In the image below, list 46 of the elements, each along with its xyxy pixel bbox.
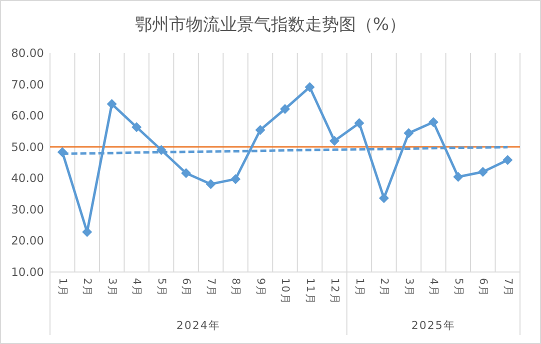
x-tick-label: 1月: [56, 278, 68, 298]
point: [404, 128, 414, 138]
x-tick-label: 8月: [230, 278, 242, 298]
point: [502, 154, 513, 165]
y-tick-label: 40.00: [11, 171, 44, 186]
point: [206, 179, 216, 190]
x-tick-label: 11月: [304, 278, 316, 306]
x-tick-label: 5月: [155, 278, 168, 298]
y-tick-label: 20.00: [11, 234, 44, 248]
x-tick-label: 4月: [130, 278, 143, 298]
point: [181, 168, 192, 178]
x-tick-label: 7月: [204, 278, 217, 298]
point: [304, 82, 315, 92]
point: [255, 124, 266, 135]
x-tick-label: 2月: [81, 278, 94, 298]
y-tick-label: 30.00: [11, 202, 44, 216]
point: [132, 122, 142, 132]
text: 2024年: [176, 319, 220, 332]
y-tick-label: 70.00: [11, 77, 44, 92]
x-tick-label: 3月: [402, 278, 415, 298]
y-tick-label: 10.00: [11, 265, 44, 279]
y-tick-label: 50.00: [11, 140, 44, 154]
point: [280, 104, 290, 114]
x-tick-label: 1月: [353, 278, 366, 298]
x-tick-label: 6月: [477, 278, 490, 298]
y-tick-label: 80.00: [11, 46, 44, 60]
point: [106, 98, 117, 109]
x-tick-label: 7月: [502, 278, 514, 298]
point: [378, 193, 389, 204]
x-tick-label: 4月: [428, 278, 440, 298]
point: [329, 136, 340, 146]
x-tick-label: 3月: [106, 278, 118, 298]
x-tick-label: 5月: [452, 278, 464, 298]
point: [478, 166, 488, 177]
x-tick-label: 9月: [254, 278, 266, 298]
y-tick-label: 60.00: [11, 108, 44, 123]
point: [453, 172, 464, 182]
x-tick-label: 10月: [279, 278, 292, 306]
x-tick-label: 6月: [180, 278, 192, 298]
point: [354, 118, 364, 128]
point: [428, 117, 438, 128]
x-tick-label: 12月: [328, 278, 341, 306]
point: [230, 174, 241, 184]
chart-title: 鄂州市物流业景气指数走势图（%）: [134, 15, 406, 35]
x-tick-label: 2月: [378, 278, 390, 298]
text: 2025年: [411, 319, 456, 332]
